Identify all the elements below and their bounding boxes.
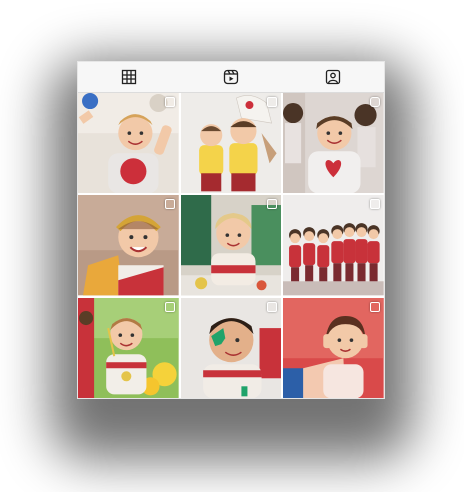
tagged-person-icon <box>325 69 341 85</box>
profile-grid-card <box>78 62 384 398</box>
multiple-photos-icon <box>267 97 278 107</box>
grid-post[interactable] <box>180 195 282 296</box>
reel-icon <box>369 97 380 107</box>
multiple-photos-icon <box>267 301 278 312</box>
multiple-photos-icon <box>369 301 380 312</box>
grid-icon <box>121 69 137 85</box>
tagged-tab[interactable] <box>282 62 384 92</box>
multiple-photos-icon <box>164 199 175 210</box>
reels-tab[interactable] <box>180 62 282 92</box>
grid-post[interactable] <box>283 93 384 194</box>
multiple-photos-icon <box>164 97 175 107</box>
multiple-photos-icon <box>369 199 380 210</box>
grid-post[interactable] <box>180 93 282 194</box>
grid-post[interactable] <box>180 297 282 398</box>
grid-post[interactable] <box>78 93 179 194</box>
multiple-photos-icon <box>164 301 175 312</box>
grid-post[interactable] <box>283 195 384 296</box>
reels-icon <box>223 69 239 85</box>
grid-post[interactable] <box>283 297 384 398</box>
grid-tab[interactable] <box>78 62 180 92</box>
grid-post[interactable] <box>78 297 179 398</box>
multiple-photos-icon <box>267 199 278 210</box>
profile-tab-bar <box>78 62 384 93</box>
grid-post[interactable] <box>78 195 179 296</box>
posts-grid <box>78 93 384 398</box>
